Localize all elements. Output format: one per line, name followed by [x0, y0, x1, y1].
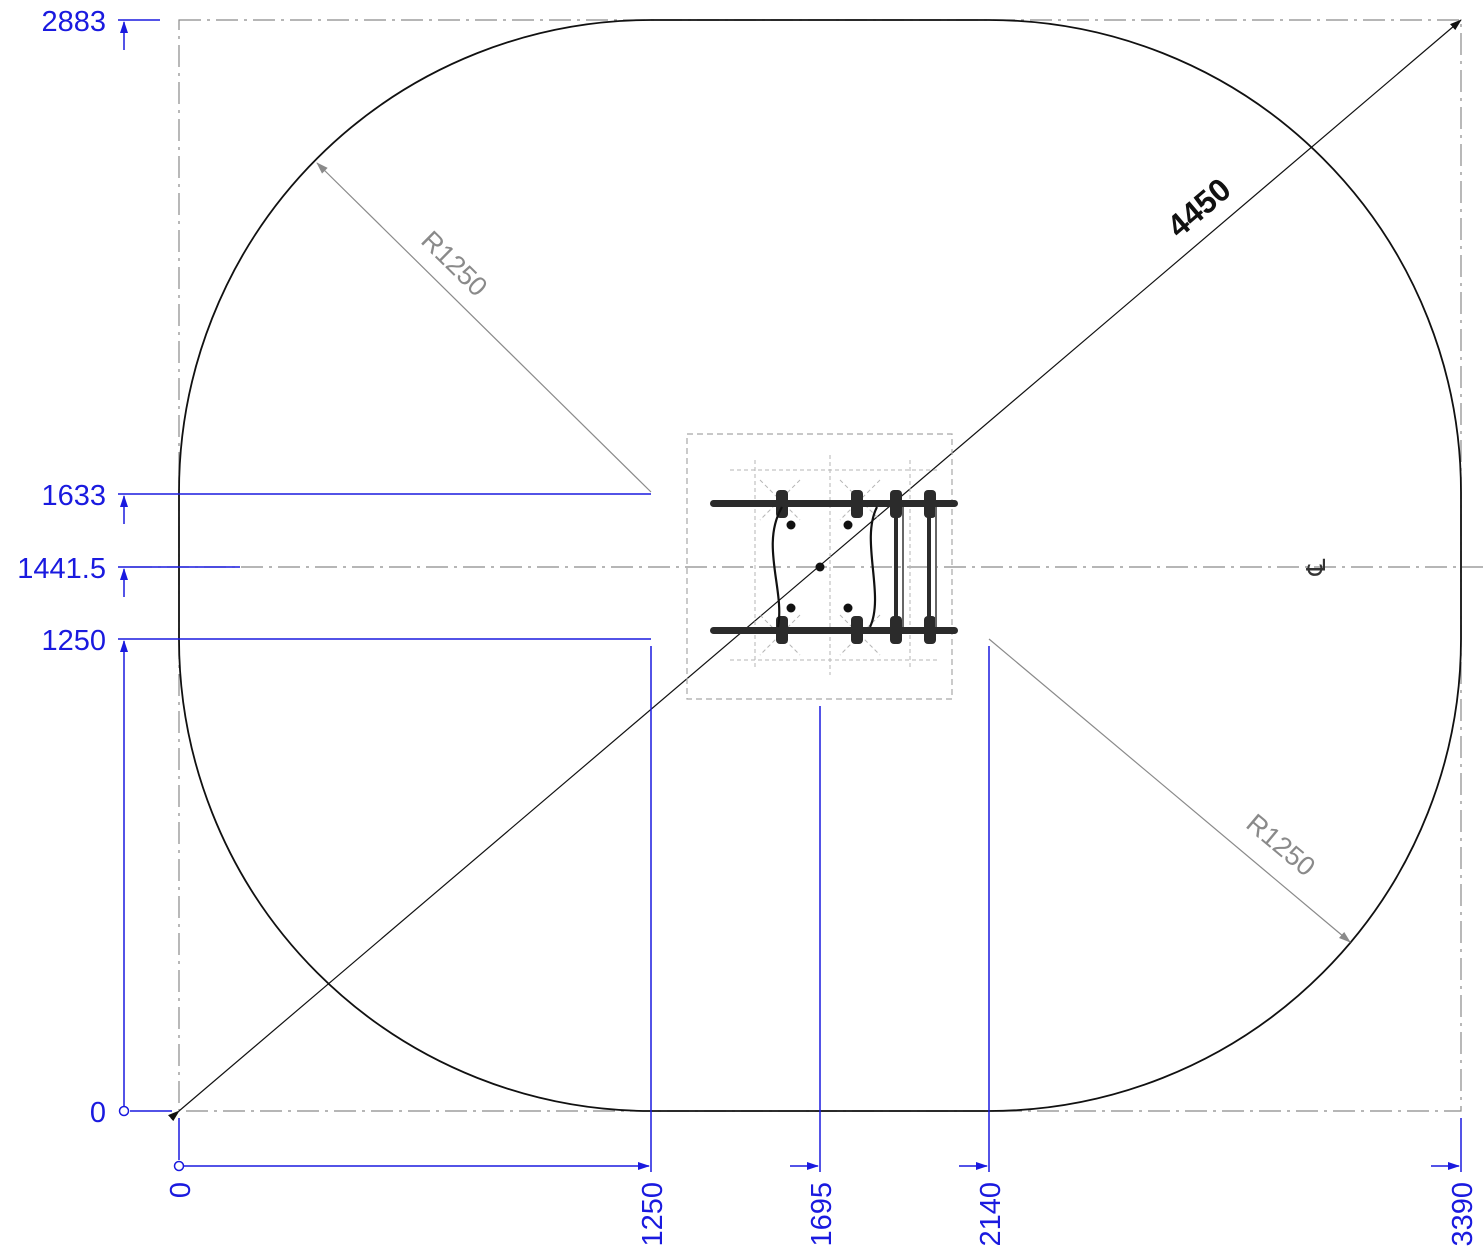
equipment-footprint	[686, 433, 958, 700]
y-label-0: 0	[90, 1097, 106, 1129]
x-label-1250: 1250	[637, 1182, 669, 1247]
x-label-2140: 2140	[975, 1182, 1007, 1247]
x-label-0: 0	[165, 1182, 197, 1198]
radius-label-top-left: R1250	[415, 225, 493, 302]
radius-leader-top-left	[316, 162, 652, 493]
radius-label-bottom-right: R1250	[1241, 808, 1321, 882]
radius-leader-bottom-right	[988, 638, 1351, 943]
y-label-2883: 2883	[41, 6, 106, 38]
y-label-1441-5: 1441.5	[17, 553, 106, 585]
vertical-dimension-system	[118, 19, 651, 1117]
diagonal-dimension-label: 4450	[1160, 171, 1238, 245]
y-label-1633: 1633	[41, 480, 106, 512]
x-label-3390: 3390	[1447, 1182, 1479, 1247]
centerline-symbol: ℄	[1302, 558, 1332, 576]
x-label-1695: 1695	[806, 1182, 838, 1247]
y-label-1250: 1250	[41, 625, 106, 657]
horizontal-dimension-system	[173, 646, 1462, 1172]
